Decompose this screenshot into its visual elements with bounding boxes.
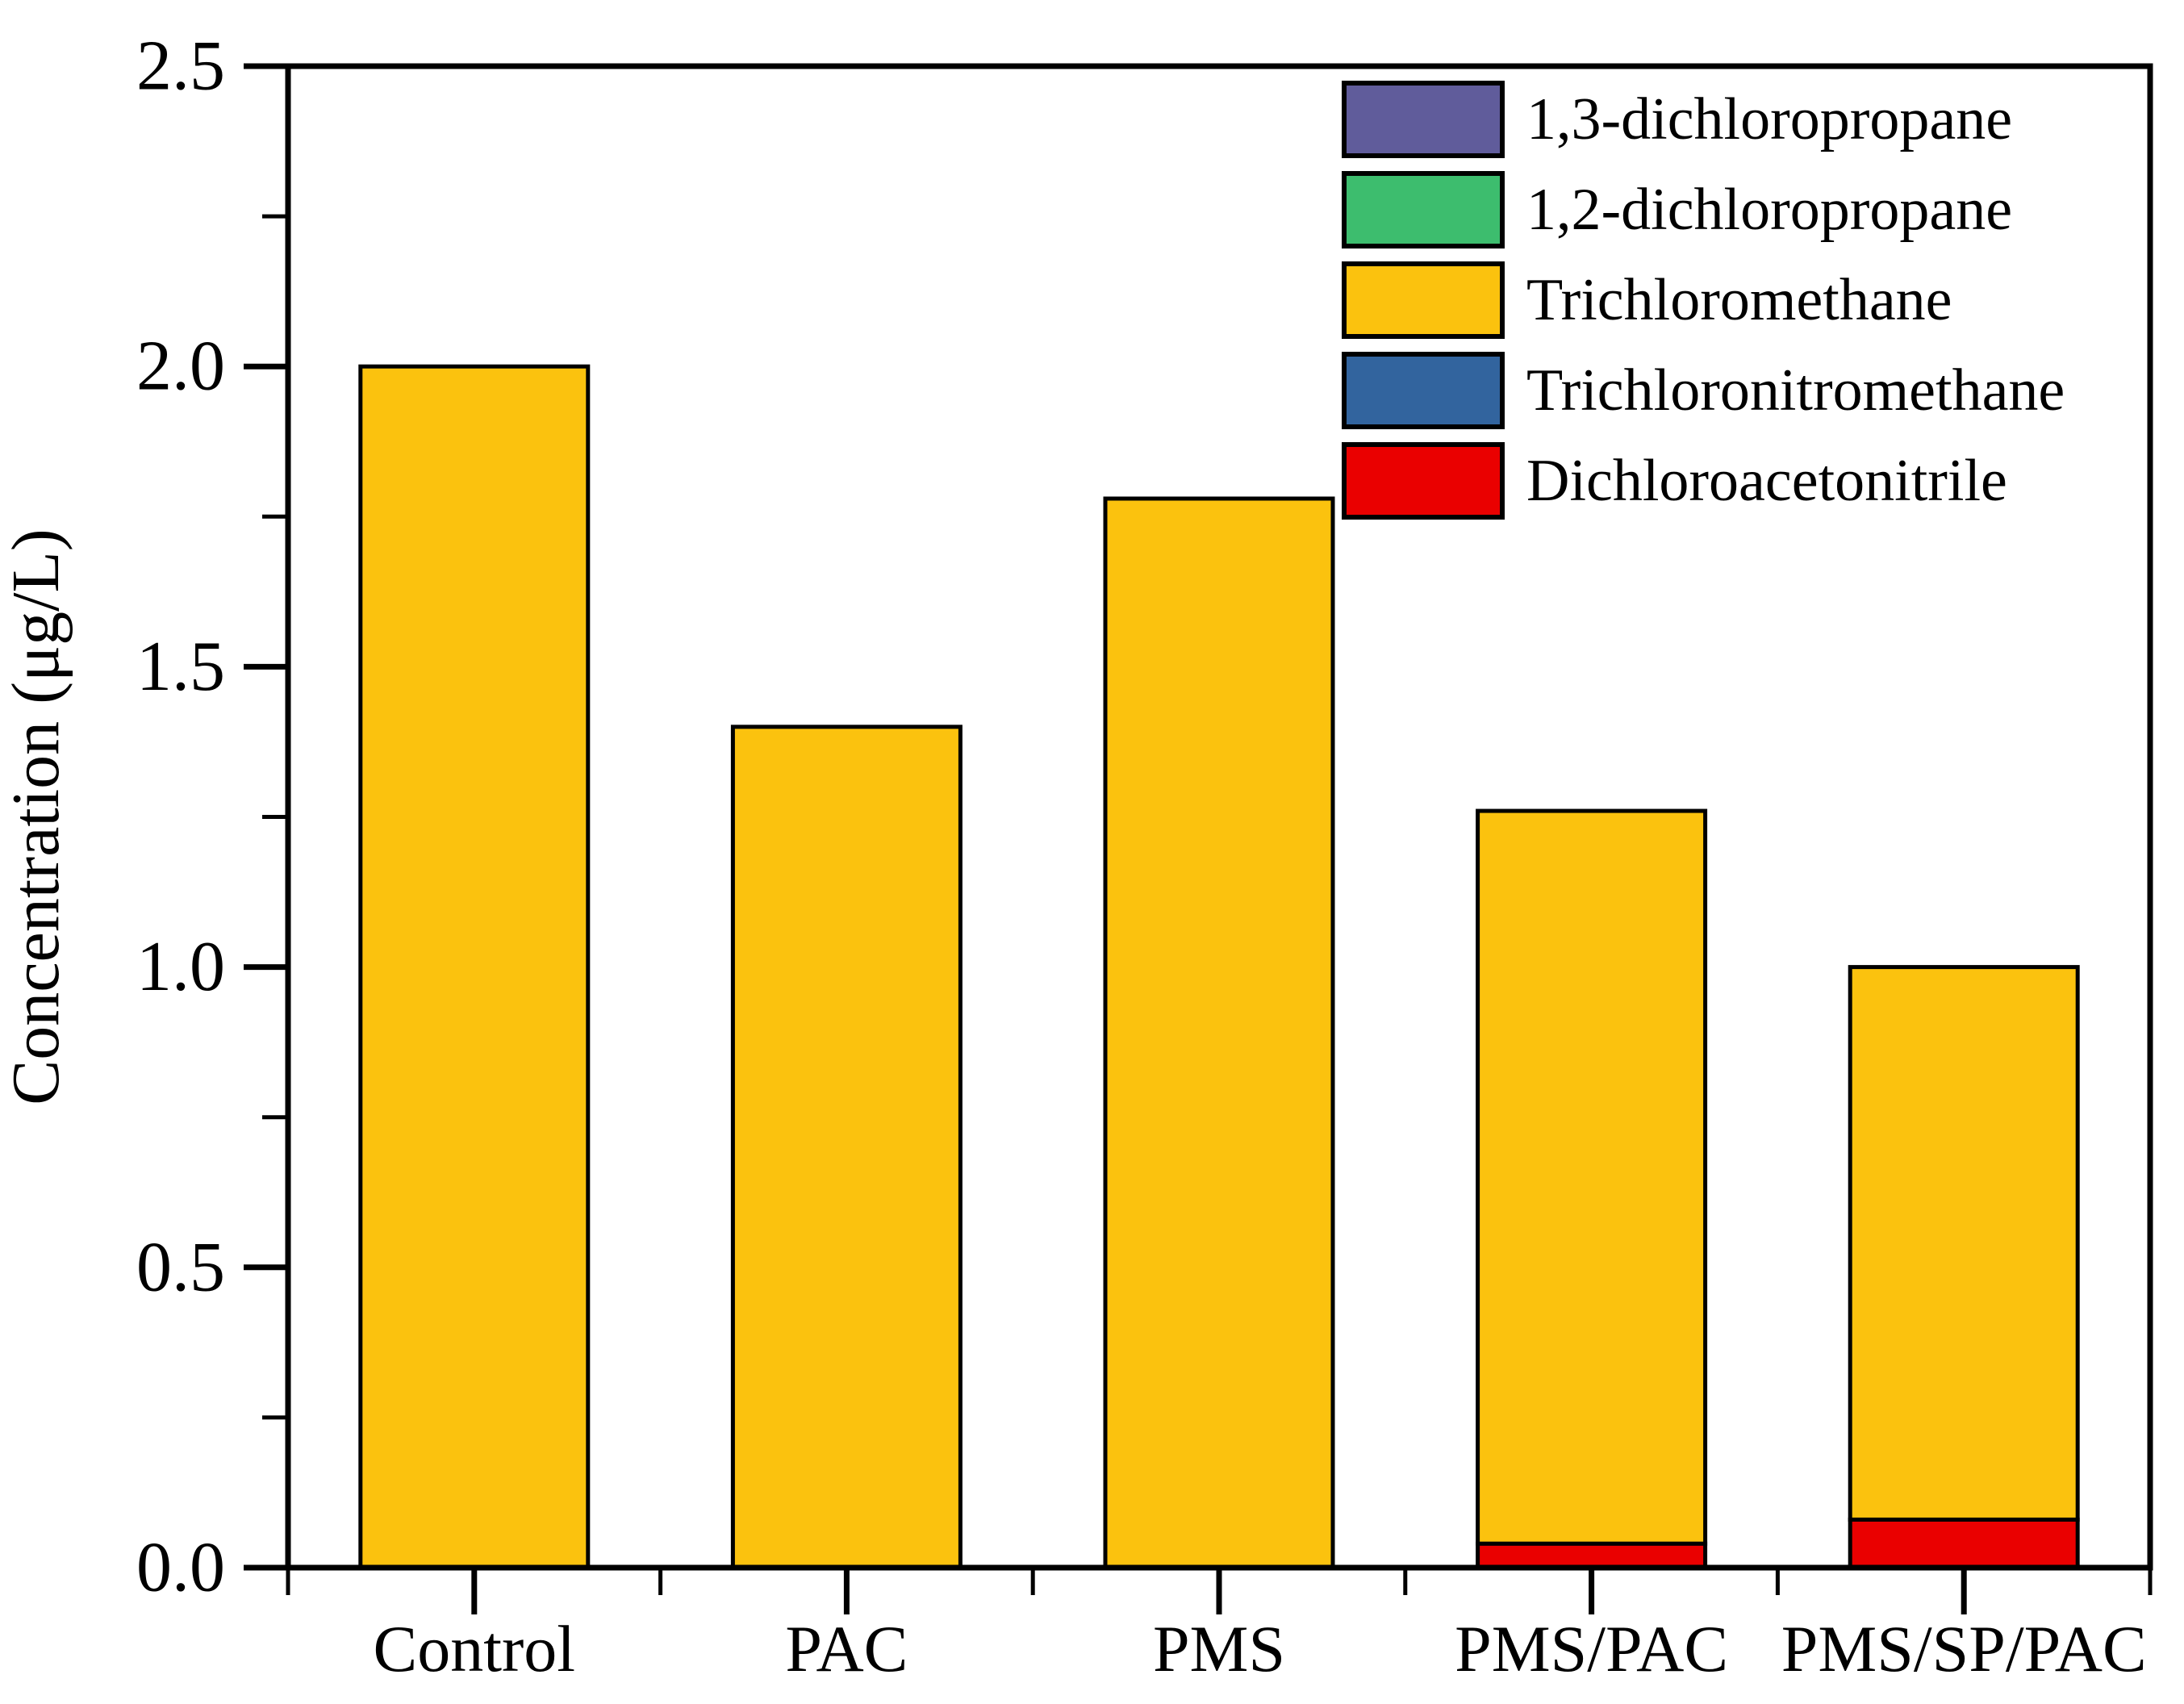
x-category-label: PAC [785, 1612, 908, 1685]
bar-segment-pms-pac-dichloroacetonitrile [1476, 1541, 1708, 1570]
y-tick-label: 0.0 [136, 1529, 225, 1607]
legend-label: 1,2-dichloropropane [1526, 177, 2012, 243]
bar-segment-pms-sp-pac-trichloromethane [1848, 965, 2080, 1522]
legend-label: Dichloroacetonitrile [1526, 448, 2007, 514]
bar-segment-control-trichloromethane [358, 364, 591, 1570]
x-category-label: Control [374, 1612, 576, 1685]
y-tick-label: 1.0 [136, 928, 225, 1006]
legend-swatch-1-2-dichloropropane [1342, 171, 1505, 248]
bar-segment-pms-trichloromethane [1103, 496, 1335, 1570]
legend-label: Trichloromethane [1526, 267, 1952, 333]
y-tick-label: 0.5 [136, 1228, 225, 1306]
legend-swatch-trichloronitromethane [1342, 352, 1505, 429]
bar-segment-pms-sp-pac-dichloroacetonitrile [1848, 1517, 2080, 1570]
y-tick-label: 2.5 [136, 27, 225, 106]
y-tick-label: 1.5 [136, 628, 225, 706]
x-category-label: PMS/SP/PAC [1781, 1612, 2147, 1685]
y-tick-label: 2.0 [136, 328, 225, 406]
legend-label: Trichloronitromethane [1526, 357, 2065, 424]
y-axis-title: Concentration (μg/L) [0, 528, 73, 1105]
bar-segment-pms-pac-trichloromethane [1476, 808, 1708, 1546]
legend-label: 1,3-dichloropropane [1526, 86, 2012, 152]
x-category-label: PMS/PAC [1455, 1612, 1728, 1685]
legend-swatch-1-3-dichloropropane [1342, 81, 1505, 158]
bar-segment-pac-trichloromethane [730, 725, 963, 1570]
legend-swatch-dichloroacetonitrile [1342, 442, 1505, 520]
x-category-label: PMS [1153, 1612, 1285, 1685]
legend-swatch-trichloromethane [1342, 261, 1505, 339]
